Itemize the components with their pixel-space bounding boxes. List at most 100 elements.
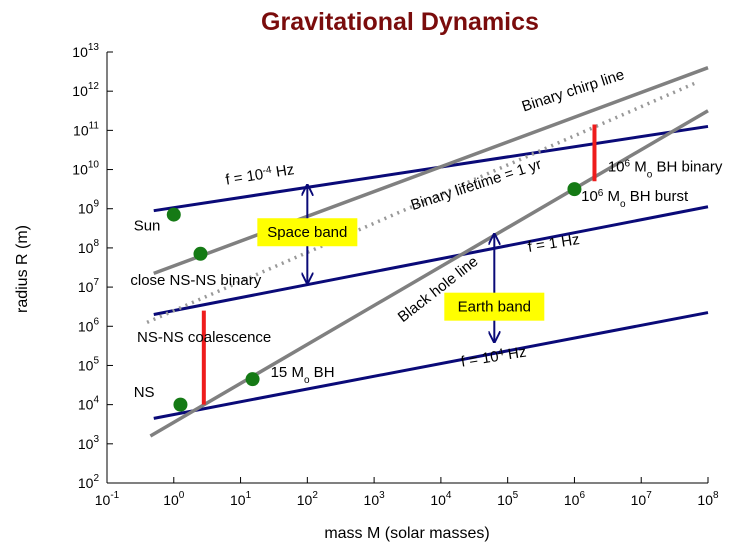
- y-tick-base: 10: [78, 436, 94, 452]
- 15-msun-bh-point: [245, 372, 260, 387]
- label-f-1e4-part-2: Hz: [503, 344, 528, 364]
- y-tick-label: 105: [78, 355, 100, 373]
- label-f-1e-4-part-1: -4: [262, 164, 273, 176]
- x-tick-exponent: 4: [446, 490, 452, 501]
- y-tick-label: 107: [78, 277, 100, 295]
- y-tick-label: 103: [78, 434, 100, 452]
- x-tick-base: 10: [364, 492, 380, 508]
- label-f-1e-4: f = 10-4 Hz: [224, 161, 295, 189]
- y-tick-base: 10: [73, 122, 89, 138]
- y-tick-label: 106: [78, 316, 100, 334]
- binary-chirp-line-line: [153, 66, 709, 276]
- y-tick-label: 104: [78, 395, 100, 413]
- ns-point: [173, 397, 188, 412]
- label-f-1-part-0: f = 1 Hz: [527, 231, 581, 256]
- label-bh-burst-part-4: BH burst: [626, 188, 689, 205]
- freq-1-line: [153, 205, 709, 316]
- label-bh-binary-part-1: 6: [625, 158, 631, 169]
- black-hole-line-line: [149, 109, 709, 438]
- label-f-1e4: f = 104 Hz: [460, 343, 528, 371]
- x-tick-base: 10: [497, 492, 513, 508]
- label-bh-burst-part-3: o: [620, 198, 626, 209]
- label-bh-burst-part-1: 6: [598, 187, 604, 198]
- y-tick-base: 10: [78, 279, 94, 295]
- label-15-msun-bh: 15 Mo BH: [271, 364, 335, 386]
- y-tick-exponent: 13: [88, 42, 100, 53]
- y-tick-exponent: 12: [88, 81, 100, 92]
- x-tick-exponent: 0: [179, 490, 185, 501]
- x-tick-label: 105: [497, 490, 519, 508]
- y-tick-base: 10: [78, 397, 94, 413]
- y-tick-label: 1012: [72, 81, 99, 99]
- label-15-msun-bh-part-2: BH: [310, 364, 335, 381]
- y-tick-base: 10: [72, 162, 88, 178]
- y-tick-exponent: 7: [93, 277, 99, 288]
- y-tick-exponent: 2: [93, 473, 99, 484]
- x-tick-exponent: -1: [110, 490, 119, 501]
- y-tick-exponent: 6: [93, 316, 99, 327]
- x-tick-exponent: 1: [246, 490, 252, 501]
- y-tick-exponent: 5: [93, 355, 99, 366]
- y-tick-label: 1011: [73, 120, 99, 138]
- x-tick-base: 10: [564, 492, 580, 508]
- x-tick-label: 108: [697, 490, 719, 508]
- y-tick-base: 10: [78, 475, 94, 491]
- label-bh-binary-part-0: 10: [608, 159, 625, 176]
- x-tick-exponent: 8: [713, 490, 719, 501]
- label-bh-binary-part-4: BH binary: [652, 159, 723, 176]
- label-bh-burst-part-2: M: [603, 188, 620, 205]
- y-tick-label: 1010: [72, 160, 99, 178]
- x-tick-base: 10: [163, 492, 179, 508]
- y-tick-base: 10: [78, 240, 94, 256]
- x-tick-exponent: 2: [312, 490, 318, 501]
- label-bh-burst-part-0: 10: [581, 188, 598, 205]
- space-band-box: [257, 218, 358, 247]
- label-binary-chirp-line: Binary chirp line: [520, 66, 627, 115]
- freq-1e4-line: [153, 311, 709, 420]
- x-tick-base: 10: [95, 492, 111, 508]
- label-close-ns-ns-binary: close NS-NS binary: [130, 272, 261, 289]
- x-tick-label: 10-1: [95, 490, 120, 508]
- close-ns-ns-binary-point: [193, 246, 208, 261]
- label-sun: Sun: [134, 217, 161, 234]
- x-tick-label: 100: [163, 490, 185, 508]
- x-tick-label: 106: [564, 490, 586, 508]
- label-f-1e-4-part-2: Hz: [271, 161, 296, 181]
- label-15-msun-bh-part-1: o: [304, 375, 310, 386]
- x-tick-label: 107: [631, 490, 653, 508]
- label-15-msun-bh-part-0: 15 M: [271, 364, 304, 381]
- x-tick-base: 10: [631, 492, 647, 508]
- earth-band-label: Earth band: [458, 299, 531, 316]
- label-f-1e-4-part-0: f = 10: [224, 166, 264, 189]
- y-tick-base: 10: [72, 44, 88, 60]
- y-tick-label: 1013: [72, 42, 99, 60]
- label-bh-burst: 106 Mo BH burst: [581, 187, 689, 209]
- x-tick-label: 103: [364, 490, 386, 508]
- x-tick-base: 10: [430, 492, 446, 508]
- x-tick-base: 10: [297, 492, 313, 508]
- label-f-1e4-part-1: 4: [497, 346, 505, 358]
- y-tick-base: 10: [78, 318, 94, 334]
- label-ns: NS: [134, 384, 155, 401]
- x-tick-exponent: 6: [579, 490, 585, 501]
- x-tick-exponent: 7: [646, 490, 652, 501]
- x-axis-label: mass M (solar masses): [324, 525, 489, 542]
- y-tick-exponent: 9: [93, 199, 99, 210]
- label-bh-binary: 106 Mo BH binary: [608, 158, 723, 180]
- bh-burst-point: [567, 182, 582, 197]
- label-ns-ns-coalescence: NS-NS coalescence: [137, 329, 271, 346]
- label-binary-lifetime: Binary lifetime = 1 yr: [409, 156, 544, 214]
- earth-band-box: [444, 292, 545, 321]
- x-tick-label: 101: [230, 490, 252, 508]
- y-axis-label: radius R (m): [14, 225, 31, 313]
- y-tick-base: 10: [78, 357, 94, 373]
- x-tick-base: 10: [230, 492, 246, 508]
- y-tick-label: 109: [78, 199, 100, 217]
- x-tick-exponent: 5: [513, 490, 519, 501]
- chart-title: Gravitational Dynamics: [261, 8, 539, 36]
- binary-lifetime-1yr-line: [146, 81, 696, 324]
- label-bh-binary-part-2: M: [630, 159, 647, 176]
- y-tick-exponent: 3: [93, 434, 99, 445]
- plot-area: 10-1 100 101 102 103 104 105 106 107 108102103104…: [72, 42, 723, 508]
